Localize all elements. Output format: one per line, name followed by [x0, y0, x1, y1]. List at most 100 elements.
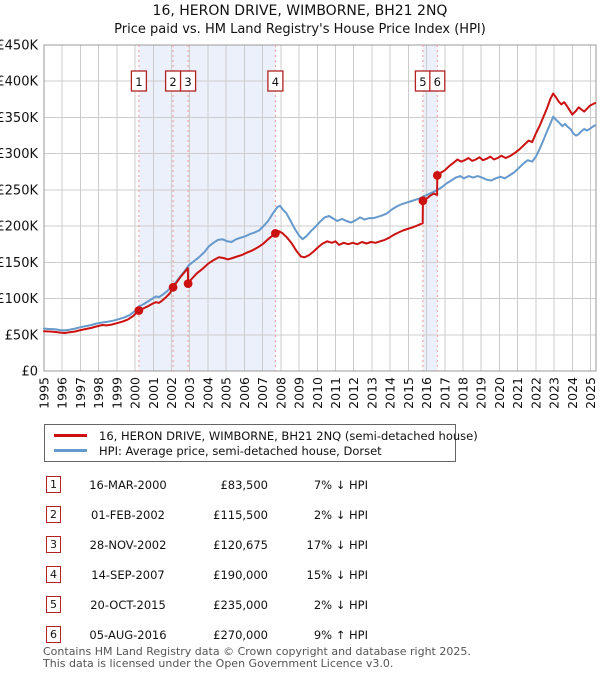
plot-border [43, 44, 597, 372]
y-axis-tick-label: £450K [0, 39, 38, 54]
sale-marker-box [179, 70, 197, 92]
sale-price: £270,000 [213, 628, 268, 642]
x-axis-tick-label: 2024 [565, 377, 580, 409]
sale-marker-number: 2 [169, 75, 176, 89]
sale-price: £83,500 [220, 478, 268, 492]
sale-point-dot [271, 229, 280, 238]
x-axis-tick-label: 2014 [383, 377, 398, 409]
sale-point-dot [134, 306, 144, 315]
hpi-line-swatch [54, 449, 87, 452]
y-axis-tick-label: £150K [0, 256, 38, 271]
property-price-line [43, 92, 597, 334]
sale-date: 01-FEB-2002 [91, 508, 165, 522]
sale-marker-box [130, 70, 148, 92]
sale-hpi-relative: 7% ↓ HPI [313, 478, 368, 492]
x-axis-tick-label: 2022 [528, 377, 543, 409]
sale-hpi-relative: 9% ↑ HPI [313, 628, 368, 642]
hpi-line [43, 115, 597, 332]
x-axis-tick-label: 2020 [492, 377, 507, 409]
y-axis-tick-label: £250K [0, 183, 38, 198]
sale-hpi-relative: 2% ↓ HPI [313, 508, 368, 522]
sale-marker-number: 5 [419, 75, 426, 89]
sale-hpi-relative: 15% ↓ HPI [306, 568, 368, 582]
y-axis-tick-label: £400K [0, 75, 38, 90]
sale-marker-number: 6 [434, 75, 441, 89]
legend-item-property: 16, HERON DRIVE, WIMBORNE, BH21 2NQ (sem… [45, 428, 478, 443]
sale-number-box: 3 [46, 536, 61, 553]
ownership-band [138, 45, 276, 371]
x-axis-tick-label: 2011 [328, 377, 343, 409]
property-line-swatch [54, 434, 87, 437]
sale-hpi-relative: 17% ↓ HPI [306, 538, 368, 552]
sale-price: £115,500 [213, 508, 268, 522]
footer-line-1: Contains HM Land Registry data © Crown c… [43, 645, 471, 658]
sale-marker-number: 4 [272, 75, 279, 89]
x-axis-tick-label: 2010 [310, 377, 325, 409]
x-axis-tick-label: 2023 [547, 377, 562, 409]
x-axis-tick-label: 2001 [146, 377, 161, 409]
footer-line-2: This data is licensed under the Open Gov… [43, 656, 394, 670]
sale-number-box: 2 [46, 506, 61, 523]
x-axis-tick-label: 2005 [219, 377, 234, 409]
x-axis-tick-label: 2013 [364, 377, 379, 409]
license-footer: Contains HM Land Registry data © Crown c… [43, 646, 471, 669]
sale-table-row: 6 05-AUG-2016 £270,000 9% ↑ HPI [0, 626, 600, 644]
sale-table-row: 2 01-FEB-2002 £115,500 2% ↓ HPI [0, 506, 600, 524]
page-title: 16, HERON DRIVE, WIMBORNE, BH21 2NQ [152, 3, 448, 19]
y-axis-tick-label: £100K [0, 292, 38, 307]
x-axis-tick-label: 2015 [401, 377, 416, 409]
sale-price: £120,675 [213, 538, 268, 552]
x-axis-tick-label: 2018 [456, 377, 471, 409]
x-axis-tick-label: 1995 [37, 377, 52, 409]
sale-marker-box [267, 70, 284, 92]
x-axis-tick-label: 1998 [91, 377, 106, 409]
page-subtitle: Price paid vs. HM Land Registry's House … [114, 22, 486, 37]
x-axis-tick-label: 2000 [128, 377, 143, 409]
x-axis-tick-label: 1999 [109, 377, 124, 409]
legend-item-hpi: HPI: Average price, semi-detached house,… [45, 443, 455, 458]
y-axis-tick-label: £200K [0, 220, 38, 235]
x-axis-tick-label: 2003 [182, 377, 197, 409]
y-axis-tick-label: £50K [5, 328, 39, 343]
x-axis-tick-label: 2009 [292, 377, 307, 409]
sale-number-box: 1 [46, 476, 61, 493]
x-axis-tick-label: 2025 [583, 377, 598, 409]
sale-point-dot [183, 279, 193, 288]
legend-label-property: 16, HERON DRIVE, WIMBORNE, BH21 2NQ (sem… [99, 428, 478, 443]
sale-point-dot [432, 171, 442, 180]
sale-date: 16-MAR-2000 [89, 478, 167, 492]
sale-table-row: 3 28-NOV-2002 £120,675 17% ↓ HPI [0, 536, 600, 554]
y-axis-tick-label: £300K [0, 147, 38, 162]
sale-number-box: 5 [46, 596, 61, 613]
sale-point-dot [168, 282, 178, 292]
y-axis-tick-label: £350K [0, 111, 38, 126]
x-axis-tick-label: 2016 [419, 377, 434, 409]
sale-price: £190,000 [213, 568, 268, 582]
ownership-band [422, 45, 438, 371]
sale-marker-number: 3 [184, 75, 191, 89]
sale-number-box: 4 [46, 566, 61, 583]
chart-legend: 16, HERON DRIVE, WIMBORNE, BH21 2NQ (sem… [44, 424, 478, 462]
sale-date: 28-NOV-2002 [89, 538, 167, 552]
x-axis-tick-label: 2007 [255, 377, 270, 409]
x-axis-tick-label: 1996 [55, 377, 70, 409]
sale-price: £235,000 [213, 598, 268, 612]
x-axis-tick-label: 2002 [164, 377, 179, 409]
sale-marker-number: 1 [135, 75, 142, 89]
x-axis-tick-label: 2019 [474, 377, 489, 409]
sale-marker-box [429, 70, 446, 92]
sale-table-row: 4 14-SEP-2007 £190,000 15% ↓ HPI [0, 566, 600, 584]
legend-label-hpi: HPI: Average price, semi-detached house,… [99, 443, 382, 458]
x-axis-tick-label: 2017 [437, 377, 452, 409]
x-axis-tick-label: 2008 [273, 377, 288, 409]
x-axis-tick-label: 2006 [237, 377, 252, 409]
x-axis-tick-label: 1997 [73, 377, 88, 409]
sale-table-row: 5 20-OCT-2015 £235,000 2% ↓ HPI [0, 596, 600, 614]
sale-date: 05-AUG-2016 [89, 628, 167, 642]
x-axis-tick-label: 2021 [510, 377, 525, 409]
sale-number-box: 6 [46, 626, 61, 643]
sale-hpi-relative: 2% ↓ HPI [313, 598, 368, 612]
price-history-chart: 1 2 3 4 5 6 £0 £50K £100K £150K £200K £250K £300K £35… [0, 39, 598, 409]
sale-table-row: 1 16-MAR-2000 £83,500 7% ↓ HPI [0, 476, 600, 494]
